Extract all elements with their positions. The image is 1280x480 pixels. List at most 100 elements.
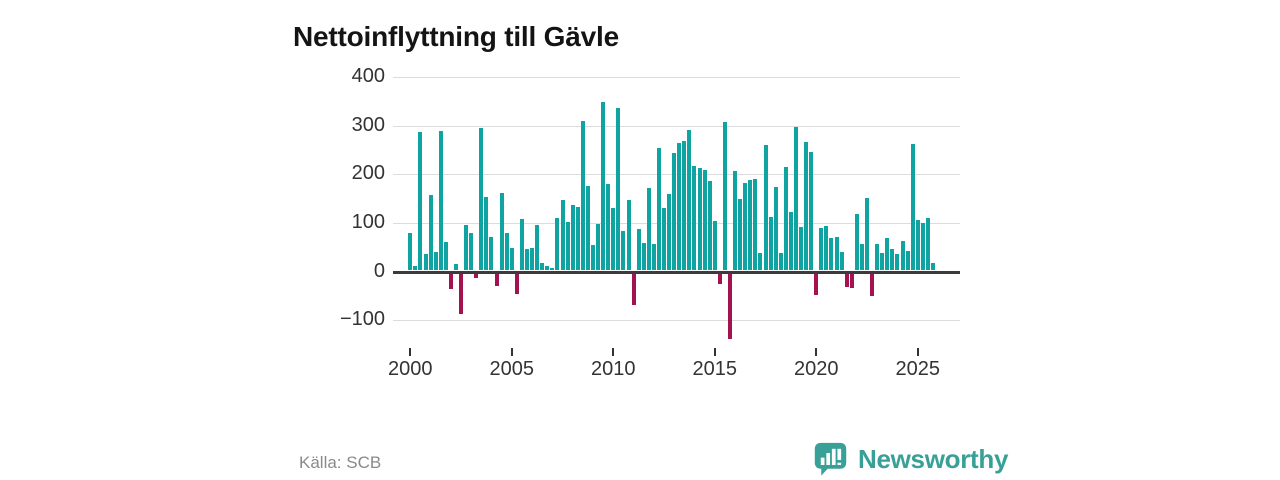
bar-positive <box>885 238 890 271</box>
bar-positive <box>707 180 712 271</box>
bar-positive <box>570 204 575 271</box>
bar-positive <box>930 262 935 271</box>
source-note: Källa: SCB <box>299 453 382 472</box>
bar-positive <box>590 245 595 271</box>
bar-positive <box>809 152 814 271</box>
bar-positive <box>626 199 631 271</box>
bar-negative <box>459 273 464 315</box>
bar-positive <box>697 168 702 271</box>
bar-positive <box>438 130 443 271</box>
bar-positive <box>489 236 494 271</box>
bar-positive <box>408 232 413 271</box>
x-axis-tick <box>815 348 818 356</box>
bar-positive <box>667 194 672 271</box>
x-axis-label: 2010 <box>591 358 636 380</box>
bar-positive <box>859 243 864 271</box>
x-axis-tick <box>916 348 919 356</box>
bar-positive <box>636 229 641 271</box>
bar-positive <box>905 251 910 271</box>
x-axis-label: 2000 <box>388 358 433 380</box>
bar-positive <box>621 230 626 271</box>
bar-positive <box>525 248 530 271</box>
bar-positive <box>768 216 773 271</box>
bar-positive <box>900 241 905 271</box>
bar-positive <box>677 143 682 271</box>
y-axis-label: 0 <box>373 259 385 282</box>
gridline <box>393 174 960 176</box>
x-axis-tick <box>510 348 513 356</box>
bar-positive <box>585 185 590 271</box>
bar-positive <box>535 224 540 271</box>
x-axis-zero-line <box>393 270 960 274</box>
bar-negative <box>814 273 819 296</box>
y-axis-label: 400 <box>351 65 385 88</box>
bar-positive <box>682 140 687 271</box>
bar-positive <box>656 147 661 271</box>
bar-positive <box>910 144 915 271</box>
bar-positive <box>793 127 798 271</box>
bar-positive <box>687 130 692 271</box>
bar-positive <box>738 198 743 271</box>
bar-positive <box>799 226 804 271</box>
bar-positive <box>895 253 900 271</box>
bar-positive <box>692 166 697 271</box>
bar-positive <box>829 238 834 271</box>
bar-positive <box>428 195 433 271</box>
bar-positive <box>413 265 418 271</box>
bar-positive <box>758 253 763 271</box>
bar-positive <box>920 222 925 271</box>
bar-positive <box>616 107 621 271</box>
bar-negative <box>844 273 849 288</box>
gridline <box>393 125 960 127</box>
bar-negative <box>849 273 854 289</box>
bar-positive <box>464 224 469 271</box>
gridline <box>393 320 960 322</box>
x-axis-label: 2020 <box>794 358 839 380</box>
bar-positive <box>530 247 535 271</box>
bar-positive <box>418 132 423 271</box>
bar-positive <box>611 208 616 271</box>
bar-negative <box>870 273 875 296</box>
bar-positive <box>763 144 768 271</box>
bar-positive <box>555 218 560 271</box>
newsworthy-logo: Newsworthy <box>812 440 1008 478</box>
bar-positive <box>880 253 885 271</box>
x-axis-label: 2005 <box>489 358 535 380</box>
bar-negative <box>631 273 636 306</box>
bar-negative <box>514 273 519 294</box>
bar-positive <box>834 236 839 271</box>
bar-positive <box>672 153 677 271</box>
bar-positive <box>651 243 656 271</box>
bar-positive <box>743 182 748 271</box>
bar-positive <box>453 264 458 271</box>
bar-positive <box>773 186 778 271</box>
bar-positive <box>545 265 550 271</box>
bar-positive <box>875 243 880 271</box>
bar-positive <box>915 219 920 271</box>
bar-positive <box>788 211 793 271</box>
bar-positive <box>819 227 824 271</box>
y-axis-label: 100 <box>351 210 385 233</box>
bar-negative <box>448 273 453 289</box>
bar-positive <box>443 241 448 271</box>
newsworthy-wordmark: Newsworthy <box>858 443 1009 474</box>
bar-positive <box>712 221 717 271</box>
bar-positive <box>596 224 601 271</box>
bar-positive <box>423 253 428 271</box>
bar-positive <box>601 101 606 271</box>
bar-positive <box>722 121 727 271</box>
bar-positive <box>865 198 869 271</box>
bar-positive <box>484 196 489 271</box>
y-axis-label: 200 <box>351 162 385 185</box>
bar-positive <box>504 233 509 271</box>
bar-positive <box>662 207 667 271</box>
bar-positive <box>580 120 585 271</box>
bar-negative <box>474 273 479 278</box>
bar-positive <box>778 253 783 271</box>
bar-positive <box>646 187 651 271</box>
bar-negative <box>494 273 499 287</box>
chart-title: Nettoinflyttning till Gävle <box>293 20 619 52</box>
bar-positive <box>479 127 484 271</box>
